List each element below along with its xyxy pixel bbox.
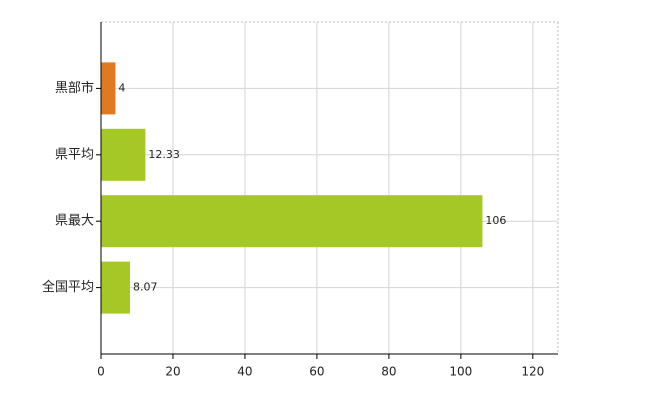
bar — [101, 195, 483, 248]
x-tick-label: 100 — [449, 365, 472, 379]
value-label: 106 — [485, 214, 506, 227]
y-tick-label: 県最大 — [55, 214, 94, 229]
x-tick-label: 80 — [381, 365, 396, 379]
bar — [101, 128, 146, 181]
y-tick-label: 黒部市 — [55, 80, 94, 96]
value-label: 12.33 — [148, 148, 180, 161]
value-label: 8.07 — [133, 281, 158, 294]
y-tick-label: 県平均 — [55, 147, 94, 162]
bar — [101, 62, 116, 115]
x-tick-label: 120 — [521, 365, 544, 379]
y-tick-label: 全国平均 — [42, 279, 94, 295]
x-tick-label: 40 — [237, 365, 252, 379]
x-tick-label: 0 — [97, 365, 105, 379]
x-tick-label: 60 — [309, 365, 324, 379]
bar — [101, 261, 131, 314]
x-tick-label: 20 — [165, 365, 180, 379]
value-label: 4 — [118, 81, 125, 94]
